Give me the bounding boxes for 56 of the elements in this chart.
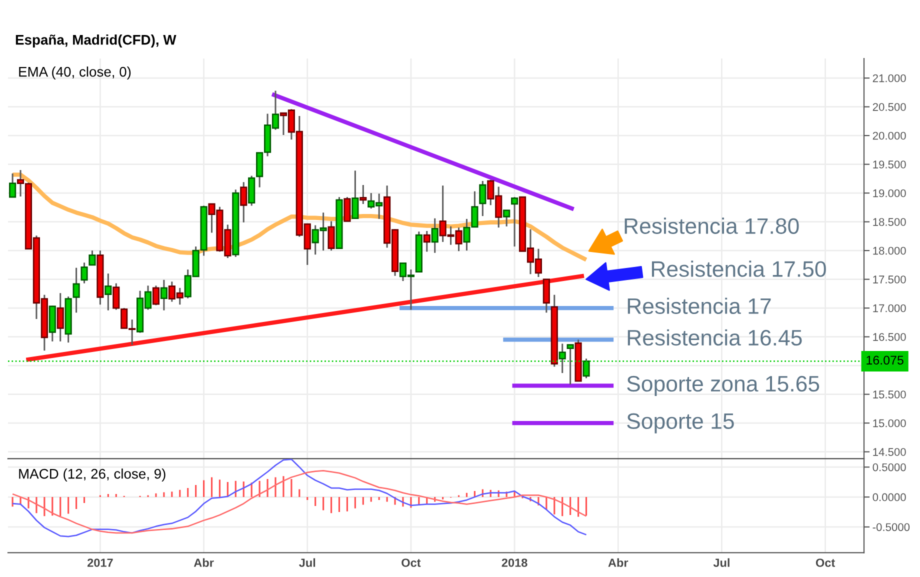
candlestick	[56, 292, 64, 342]
x-tick-label: Jul	[299, 558, 316, 567]
candlestick	[240, 181, 248, 224]
x-tick-label: Oct	[402, 558, 421, 567]
x-tick-label: Oct	[816, 558, 835, 567]
candlestick	[431, 218, 438, 254]
series-label: Resistencia 16.45	[628, 329, 802, 346]
annotation: Resistencia 17.80	[624, 218, 799, 234]
series-label: Soporte zona 15.65	[627, 376, 820, 396]
y-tick-label: 14.500	[873, 448, 906, 456]
y-tick-label: 0.5000	[872, 463, 906, 472]
candlestick	[328, 220, 335, 252]
y-tick-label: 17.000	[873, 304, 906, 312]
x-tick-label: Abr	[194, 558, 214, 567]
x-tick-label: Abr	[608, 558, 628, 567]
candlestick	[112, 282, 120, 311]
annotation: Resistencia 17.50	[652, 260, 826, 277]
y-tick-label: 19.500	[873, 160, 906, 168]
candlestick	[104, 272, 112, 312]
y-tick-label: 18.500	[873, 218, 906, 226]
y-tick-label: 20.500	[872, 103, 906, 111]
candlestick	[511, 196, 518, 248]
candlestick	[80, 262, 88, 284]
series-label: Soporte 15	[627, 413, 734, 434]
y-tick-label: 15.500	[873, 390, 906, 398]
candlestick	[503, 210, 510, 228]
candlestick	[423, 230, 430, 252]
candlestick	[542, 278, 550, 314]
candlestick	[352, 170, 359, 220]
y-tick-label: 16.500	[873, 333, 906, 341]
candlestick	[344, 196, 351, 222]
y-tick-label: 15.000	[873, 419, 906, 428]
y-tick-label: 17.500	[873, 276, 906, 284]
y-tick-label: -0.5000	[872, 523, 910, 532]
candlestick	[360, 184, 367, 205]
line-series	[12, 470, 587, 534]
y-tick-label: 21.000	[872, 74, 906, 82]
text: MACD (12, 26, close, 9)	[19, 468, 166, 482]
x-tick-label: 2018	[502, 558, 528, 567]
x-tick-label: 2017	[87, 558, 113, 567]
y-tick-label: 19.000	[873, 189, 906, 198]
y-tick-label: 0.0000	[872, 493, 906, 502]
x-tick-label: Jul	[713, 558, 730, 567]
ref-line-label: 16.075	[866, 356, 904, 365]
y-tick-label: 18.000	[873, 246, 906, 255]
candlestick	[72, 267, 80, 314]
candlestick	[160, 279, 168, 312]
y-tick-label: 20.000	[872, 132, 906, 140]
series-label: Resistencia 17	[628, 298, 771, 314]
candlestick	[88, 250, 96, 266]
candlestick	[9, 172, 16, 198]
line-series	[12, 458, 587, 538]
candlestick	[479, 180, 486, 217]
candlestick	[152, 284, 160, 306]
annotation: EMA (40, close, 0)	[19, 66, 131, 80]
chart-title: España, Madrid(CFD), W	[16, 34, 176, 48]
